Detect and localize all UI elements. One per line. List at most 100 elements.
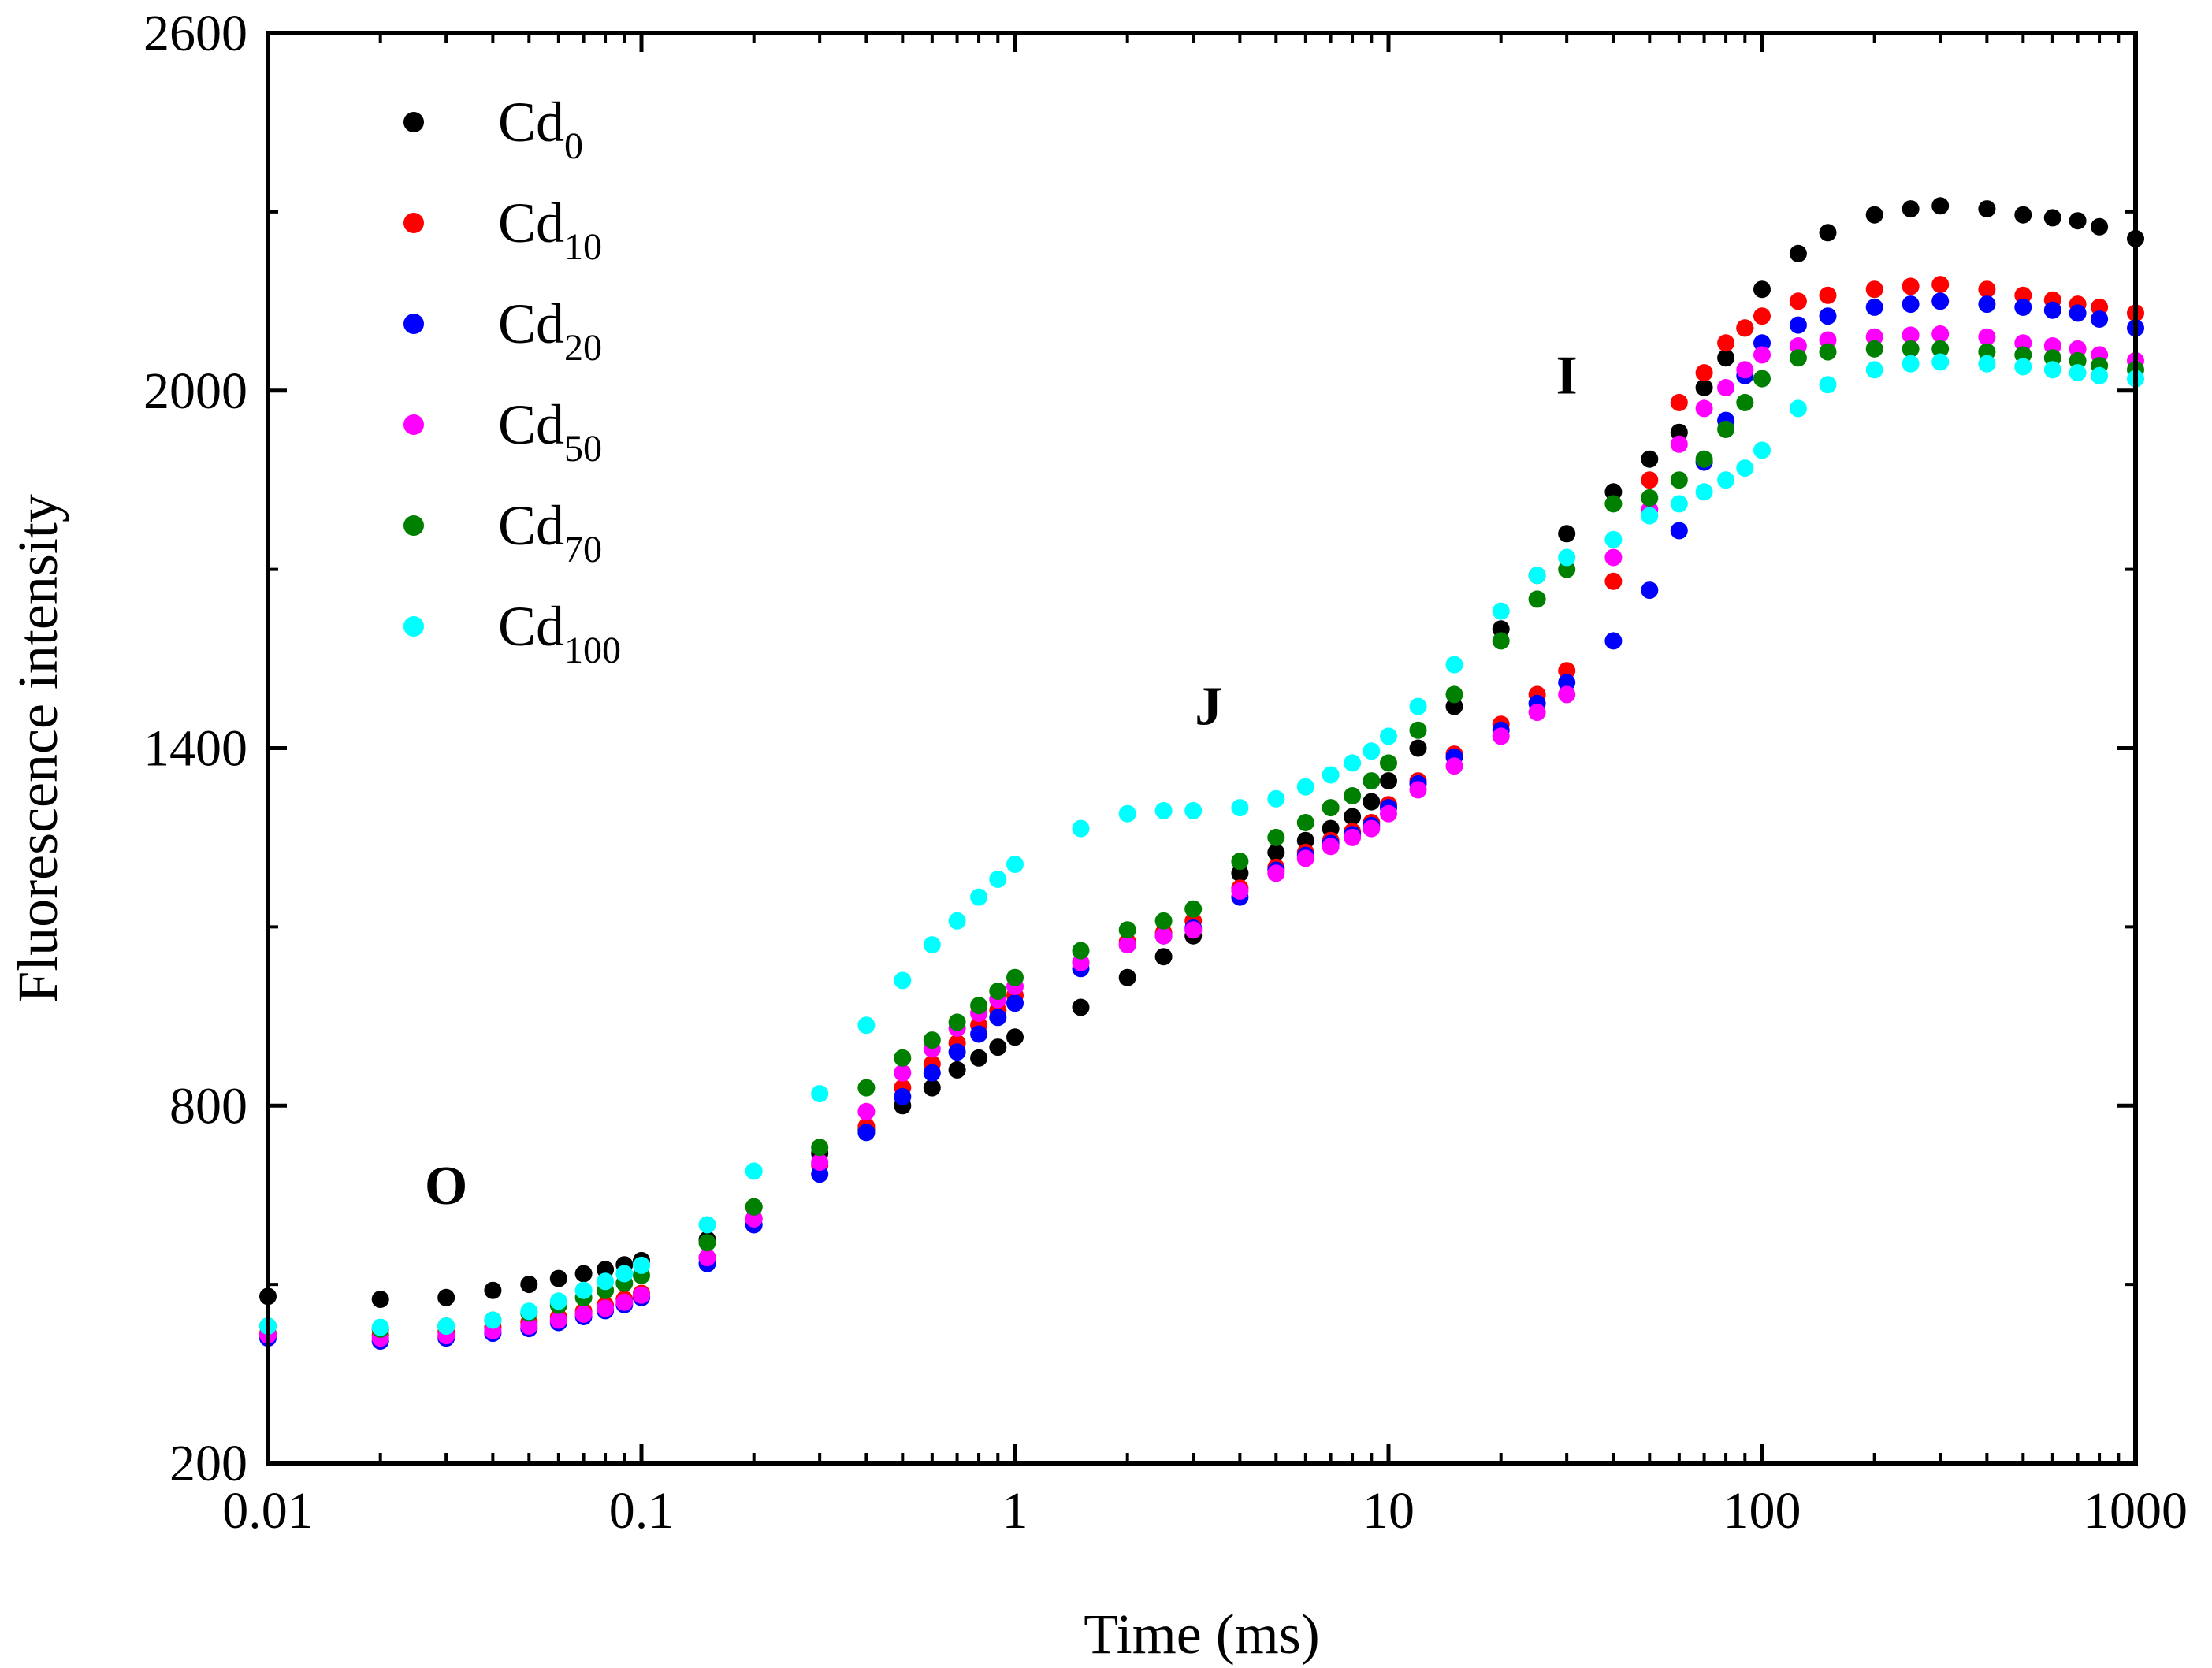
y-tick-label: 200 — [169, 1435, 247, 1492]
phase-label-J: J — [1195, 676, 1222, 737]
point-Cd0-18 — [989, 1038, 1007, 1057]
point-Cd10-46 — [1902, 277, 1920, 295]
x-tick-label: 0.01 — [222, 1482, 314, 1540]
y-tick-label: 800 — [169, 1077, 247, 1135]
point-Cd50-42 — [1753, 346, 1771, 364]
point-Cd100-17 — [970, 888, 988, 906]
point-Cd20-45 — [1865, 298, 1883, 316]
point-Cd50-22 — [1154, 927, 1173, 945]
point-Cd0-49 — [2014, 206, 2032, 224]
point-Cd50-27 — [1322, 838, 1340, 856]
point-Cd100-16 — [948, 912, 966, 930]
point-Cd100-15 — [923, 936, 941, 954]
point-Cd100-38 — [1670, 495, 1688, 513]
point-Cd100-24 — [1231, 799, 1249, 817]
point-Cd50-21 — [1118, 936, 1136, 954]
point-Cd50-25 — [1267, 864, 1285, 882]
point-Cd0-40 — [1717, 349, 1735, 367]
point-Cd0-27 — [1322, 819, 1340, 838]
point-Cd50-41 — [1736, 361, 1754, 379]
point-Cd50-4 — [520, 1317, 538, 1336]
phase-label-O: O — [425, 1156, 467, 1217]
point-Cd50-50 — [2043, 337, 2061, 355]
point-Cd10-44 — [1819, 286, 1837, 304]
point-Cd100-31 — [1409, 697, 1427, 715]
point-Cd0-6 — [574, 1265, 593, 1283]
point-Cd100-32 — [1445, 656, 1463, 674]
point-Cd0-33 — [1492, 620, 1510, 638]
legend-marker-Cd100 — [403, 616, 424, 637]
legend-label-Cd70: Cd70 — [498, 494, 602, 570]
legend-label-Cd100: Cd100 — [498, 595, 621, 671]
point-Cd50-49 — [2014, 334, 2032, 352]
point-Cd0-48 — [1978, 200, 1996, 218]
point-Cd10-52 — [2091, 298, 2109, 316]
x-tick-label: 1 — [1002, 1482, 1028, 1540]
point-Cd100-44 — [1819, 376, 1837, 394]
y-tick-label: 2600 — [143, 5, 247, 62]
point-Cd70-47 — [1931, 340, 1950, 358]
point-Cd70-49 — [2014, 346, 2032, 364]
point-Cd20-14 — [894, 1087, 912, 1105]
point-Cd100-45 — [1865, 361, 1883, 379]
point-Cd50-33 — [1492, 727, 1510, 745]
point-Cd70-46 — [1902, 340, 1920, 358]
point-Cd50-5 — [549, 1311, 567, 1329]
point-Cd100-4 — [520, 1302, 538, 1321]
point-Cd70-19 — [1006, 968, 1024, 986]
point-Cd0-37 — [1641, 450, 1659, 468]
legend-marker-Cd0 — [403, 112, 424, 132]
point-Cd20-50 — [2043, 301, 2061, 319]
point-Cd70-23 — [1184, 900, 1203, 918]
point-Cd20-43 — [1789, 316, 1807, 334]
point-Cd10-42 — [1753, 307, 1771, 325]
point-Cd70-26 — [1296, 814, 1314, 831]
point-Cd50-34 — [1528, 704, 1546, 722]
point-Cd100-6 — [574, 1281, 593, 1299]
point-Cd50-43 — [1789, 337, 1807, 355]
point-Cd20-52 — [2091, 310, 2109, 328]
point-Cd50-51 — [2069, 340, 2087, 358]
point-Cd0-5 — [549, 1269, 567, 1287]
point-Cd70-22 — [1154, 912, 1173, 930]
point-Cd100-1 — [371, 1318, 389, 1336]
point-Cd100-20 — [1072, 819, 1090, 838]
point-Cd20-13 — [857, 1124, 876, 1142]
point-Cd0-46 — [1902, 200, 1920, 218]
point-Cd50-8 — [615, 1293, 634, 1311]
point-Cd70-20 — [1072, 942, 1090, 960]
point-Cd70-29 — [1363, 772, 1381, 790]
point-Cd50-20 — [1072, 953, 1090, 971]
point-Cd50-26 — [1296, 849, 1314, 867]
point-Cd0-3 — [484, 1281, 502, 1299]
point-Cd0-19 — [1006, 1028, 1024, 1046]
point-Cd70-45 — [1865, 340, 1883, 358]
point-Cd70-51 — [2069, 351, 2087, 370]
point-Cd70-30 — [1380, 754, 1397, 772]
point-Cd70-37 — [1641, 489, 1659, 507]
point-Cd0-50 — [2043, 209, 2061, 227]
series-Cd70 — [259, 340, 2144, 1338]
point-Cd50-13 — [857, 1102, 876, 1120]
legend-marker-Cd20 — [403, 314, 424, 334]
point-Cd20-38 — [1670, 522, 1688, 540]
point-Cd0-31 — [1409, 739, 1427, 757]
point-Cd10-41 — [1736, 319, 1754, 337]
point-Cd20-19 — [1006, 994, 1024, 1012]
point-Cd70-10 — [698, 1234, 716, 1252]
point-Cd100-46 — [1902, 355, 1920, 373]
point-Cd50-30 — [1380, 804, 1397, 823]
point-Cd100-5 — [549, 1292, 567, 1310]
point-Cd100-28 — [1344, 754, 1362, 772]
point-Cd0-39 — [1695, 379, 1713, 396]
point-Cd70-31 — [1409, 721, 1427, 739]
point-Cd70-15 — [923, 1031, 941, 1049]
point-Cd70-27 — [1322, 799, 1340, 817]
point-Cd70-13 — [857, 1079, 876, 1097]
point-Cd20-35 — [1558, 674, 1576, 692]
point-Cd70-33 — [1492, 632, 1510, 650]
y-axis-title: Fluorescence intensity — [6, 494, 69, 1003]
point-Cd20-47 — [1931, 292, 1950, 310]
point-Cd70-11 — [745, 1198, 763, 1216]
point-Cd100-14 — [894, 971, 912, 990]
